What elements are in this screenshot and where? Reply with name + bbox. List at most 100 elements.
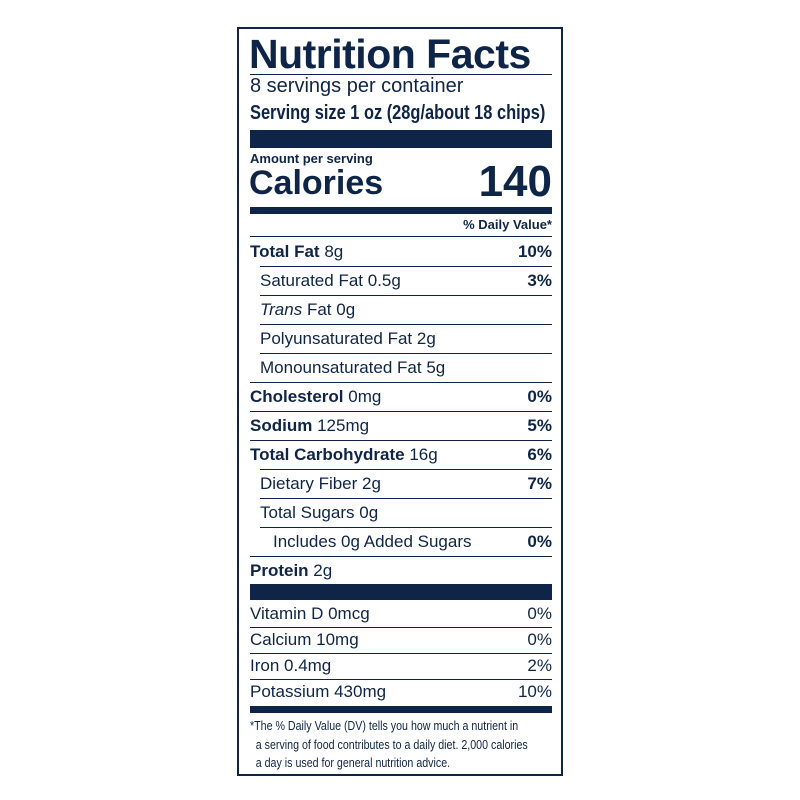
nutrient-name: Protein 2g xyxy=(250,556,332,585)
servings-per-container: 8 servings per container xyxy=(250,75,464,97)
divider xyxy=(260,353,552,354)
nutrient-amount: 0g xyxy=(359,503,379,522)
nutrient-daily-value: 0% xyxy=(527,532,552,551)
serving-size-text: Serving size 1 oz (28g/about 18 chips) xyxy=(250,102,546,124)
nutrient-label: Total Sugars xyxy=(260,503,355,522)
nutrient-name: Trans Fat 0g xyxy=(260,295,355,324)
nutrient-daily-value: 10% xyxy=(517,242,552,261)
nutrient-label: Polyunsaturated Fat xyxy=(260,329,413,348)
nutrient-label: Dietary Fiber xyxy=(260,474,358,493)
nutrient-row: Sodium 125mg 5% xyxy=(250,411,552,440)
divider xyxy=(250,440,552,441)
divider xyxy=(260,266,552,267)
divider xyxy=(250,653,552,654)
nutrient-label: Cholesterol xyxy=(250,387,344,406)
nutrient-daily-value: 6% xyxy=(527,445,552,464)
thick-divider xyxy=(250,584,552,600)
divider xyxy=(260,295,552,296)
nutrient-row: Total Sugars 0g xyxy=(250,498,552,527)
daily-value-header: % Daily Value* xyxy=(463,217,552,232)
nutrient-amount: 0.5g xyxy=(367,271,401,290)
nutrient-label: Saturated Fat xyxy=(260,271,364,290)
vitamin-name: Vitamin D 0mcg xyxy=(250,604,370,623)
calories-value: 140 xyxy=(478,157,552,206)
nutrient-amount: 8g xyxy=(324,242,344,261)
vitamin-name: Potassium 430mg xyxy=(250,682,387,701)
vitamin-daily-value: 0% xyxy=(527,604,552,623)
footnote-line: a serving of food contributes to a daily… xyxy=(255,736,528,752)
divider xyxy=(250,556,552,557)
nutrient-row: Polyunsaturated Fat 2g xyxy=(250,324,552,353)
vitamin-row: Vitamin D 0mcg 0% xyxy=(250,601,552,627)
nutrient-row: Protein 2g xyxy=(250,556,552,585)
nutrient-label: Sodium xyxy=(250,416,313,435)
vitamin-daily-value: 2% xyxy=(527,656,552,675)
nutrient-label-rest: Fat xyxy=(306,300,332,319)
footnote: *The % Daily Value (DV) tells you how mu… xyxy=(250,717,589,773)
divider xyxy=(250,236,552,237)
nutrient-amount: 0g xyxy=(336,300,356,319)
nutrient-name: Total Carbohydrate 16g xyxy=(250,440,438,469)
nutrient-name: Dietary Fiber 2g xyxy=(260,469,381,498)
nutrient-daily-value: 3% xyxy=(527,271,552,290)
nutrient-row: Trans Fat 0g xyxy=(250,295,552,324)
nutrient-daily-value: 0% xyxy=(527,387,552,406)
nutrient-name: Polyunsaturated Fat 2g xyxy=(260,324,436,353)
nutrient-row: Total Fat 8g 10% xyxy=(250,237,552,266)
nutrient-label: Protein xyxy=(250,561,309,580)
nutrient-daily-value: 5% xyxy=(527,416,552,435)
nutrient-amount: 0mg xyxy=(348,387,382,406)
divider xyxy=(260,324,552,325)
vitamin-row: Iron 0.4mg 2% xyxy=(250,653,552,679)
vitamin-daily-value: 0% xyxy=(527,630,552,649)
nutrient-name: Includes 0g Added Sugars xyxy=(273,527,471,556)
nutrient-name: Monounsaturated Fat 5g xyxy=(260,353,445,382)
nutrient-label: Includes 0g Added Sugars xyxy=(273,532,472,551)
divider xyxy=(250,679,552,680)
nutrient-amount: 16g xyxy=(409,445,438,464)
divider xyxy=(260,498,552,499)
nutrient-name: Saturated Fat 0.5g xyxy=(260,266,401,295)
nutrient-name: Cholesterol 0mg xyxy=(250,382,381,411)
nutrient-amount: 5g xyxy=(426,358,446,377)
nutrient-name: Total Sugars 0g xyxy=(260,498,378,527)
divider xyxy=(260,527,552,528)
label-title: Nutrition Facts xyxy=(249,31,531,77)
nutrient-label: Total Carbohydrate xyxy=(250,445,405,464)
nutrient-name: Total Fat 8g xyxy=(250,237,343,266)
footnote-line: a day is used for general nutrition advi… xyxy=(255,755,451,770)
nutrient-label: Trans xyxy=(260,300,303,319)
nutrient-amount: 2g xyxy=(416,329,436,348)
nutrient-amount: 2g xyxy=(313,561,333,580)
serving-size: Serving size 1 oz (28g/about 18 chips) xyxy=(250,102,610,125)
nutrient-row: Dietary Fiber 2g 7% xyxy=(250,469,552,498)
nutrient-row: Includes 0g Added Sugars 0% xyxy=(250,527,552,556)
nutrient-label: Total Fat xyxy=(250,242,320,261)
divider xyxy=(250,627,552,628)
calories-label: Calories xyxy=(249,164,384,202)
nutrient-name: Sodium 125mg xyxy=(250,411,369,440)
vitamin-name: Iron 0.4mg xyxy=(250,656,332,675)
divider xyxy=(250,74,552,75)
nutrient-daily-value: 7% xyxy=(527,474,552,493)
medium-divider xyxy=(250,706,552,713)
vitamin-daily-value: 10% xyxy=(517,682,552,701)
vitamin-row: Calcium 10mg 0% xyxy=(250,627,552,653)
medium-divider xyxy=(250,207,552,214)
nutrient-amount: 125mg xyxy=(317,416,370,435)
amount-per-serving: Amount per serving xyxy=(250,151,373,166)
footnote-line: *The % Daily Value (DV) tells you how mu… xyxy=(250,718,519,733)
vitamin-name: Calcium 10mg xyxy=(250,630,359,649)
nutrient-row: Total Carbohydrate 16g 6% xyxy=(250,440,552,469)
nutrient-row: Saturated Fat 0.5g 3% xyxy=(250,266,552,295)
divider xyxy=(260,469,552,470)
nutrient-row: Monounsaturated Fat 5g xyxy=(250,353,552,382)
nutrient-label: Monounsaturated Fat xyxy=(260,358,422,377)
divider xyxy=(250,382,552,383)
nutrient-row: Cholesterol 0mg 0% xyxy=(250,382,552,411)
nutrient-amount: 2g xyxy=(362,474,381,493)
divider xyxy=(250,411,552,412)
thick-divider xyxy=(250,130,552,148)
vitamin-row: Potassium 430mg 10% xyxy=(250,679,552,705)
nutrition-facts-label: Nutrition Facts 8 servings per container… xyxy=(237,27,563,776)
